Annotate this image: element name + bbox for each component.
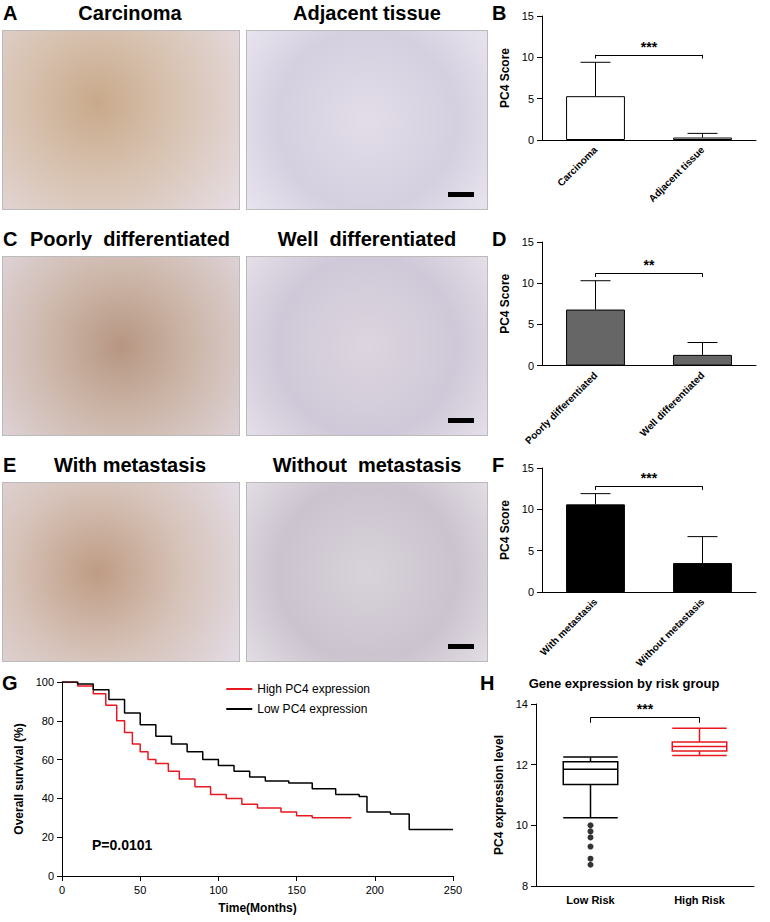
html-text:A: A <box>3 2 18 24</box>
svg-text:10: 10 <box>522 277 534 289</box>
svg-text:8: 8 <box>522 880 528 892</box>
html-text:C: C <box>3 228 18 250</box>
svg-text:100: 100 <box>209 884 227 896</box>
svg-text:200: 200 <box>366 884 384 896</box>
html-text:E: E <box>3 454 17 476</box>
html-text:Without metastasis: Without metastasis <box>272 454 462 476</box>
svg-text:80: 80 <box>42 715 54 727</box>
html-text:Adjacent tissue: Adjacent tissue <box>293 2 441 24</box>
svg-text:14: 14 <box>516 698 528 710</box>
html-text:H: H <box>480 672 495 694</box>
svg-text:High PC4 expression: High PC4 expression <box>257 682 370 696</box>
svg-text:0: 0 <box>528 134 534 146</box>
html-text:B: B <box>492 2 507 24</box>
svg-text:20: 20 <box>42 831 54 843</box>
svg-text:***: *** <box>641 470 658 486</box>
svg-text:Adjacent tissue: Adjacent tissue <box>646 144 706 204</box>
svg-text:***: *** <box>637 701 654 717</box>
svg-text:PC4 Score: PC4 Score <box>498 500 512 560</box>
svg-text:150: 150 <box>287 884 305 896</box>
svg-text:250: 250 <box>444 884 462 896</box>
svg-text:PC4 Score: PC4 Score <box>498 273 512 333</box>
svg-text:Well differentiated: Well differentiated <box>638 370 707 439</box>
svg-text:0: 0 <box>48 870 54 882</box>
svg-text:10: 10 <box>516 819 528 831</box>
svg-text:PC4 expression level: PC4 expression level <box>492 735 506 855</box>
svg-text:Without metastasis: Without metastasis <box>634 596 707 669</box>
svg-text:100: 100 <box>36 676 54 688</box>
html-text:F: F <box>492 454 505 476</box>
svg-text:5: 5 <box>528 545 534 557</box>
svg-text:Poorly differentiated: Poorly differentiated <box>523 370 599 446</box>
svg-text:15: 15 <box>522 462 534 474</box>
svg-text:***: *** <box>641 39 658 55</box>
svg-text:0: 0 <box>528 586 534 598</box>
svg-text:10: 10 <box>522 503 534 515</box>
svg-text:15: 15 <box>522 10 534 22</box>
svg-text:40: 40 <box>42 792 54 804</box>
svg-text:Time(Months): Time(Months) <box>218 901 296 915</box>
html-text:G: G <box>2 672 18 694</box>
html-text:Poorly differentiated: Poorly differentiated <box>30 228 230 250</box>
svg-text:50: 50 <box>134 884 146 896</box>
html-text:Well differentiated: Well differentiated <box>277 228 457 250</box>
svg-text:60: 60 <box>42 754 54 766</box>
html-text:Carcinoma: Carcinoma <box>78 2 182 24</box>
svg-text:Overall survival (%): Overall survival (%) <box>12 723 26 834</box>
svg-text:**: ** <box>644 257 655 273</box>
svg-text:Carcinoma: Carcinoma <box>555 144 600 189</box>
svg-text:Gene expression by risk group: Gene expression by risk group <box>529 676 720 691</box>
html-text:D: D <box>492 228 507 250</box>
svg-text:Low Risk: Low Risk <box>566 894 615 906</box>
svg-text:0: 0 <box>528 360 534 372</box>
svg-text:15: 15 <box>522 236 534 248</box>
svg-text:5: 5 <box>528 318 534 330</box>
svg-text:With metastasis: With metastasis <box>538 596 600 658</box>
svg-text:12: 12 <box>516 759 528 771</box>
svg-text:PC4 Score: PC4 Score <box>498 48 512 108</box>
html-text:With metastasis: With metastasis <box>54 454 206 476</box>
svg-text:5: 5 <box>528 93 534 105</box>
svg-text:Low PC4 expression: Low PC4 expression <box>257 702 367 716</box>
svg-text:10: 10 <box>522 51 534 63</box>
svg-text:0: 0 <box>59 884 65 896</box>
svg-text:High Risk: High Risk <box>674 894 726 906</box>
svg-text:P=0.0101: P=0.0101 <box>92 837 153 853</box>
